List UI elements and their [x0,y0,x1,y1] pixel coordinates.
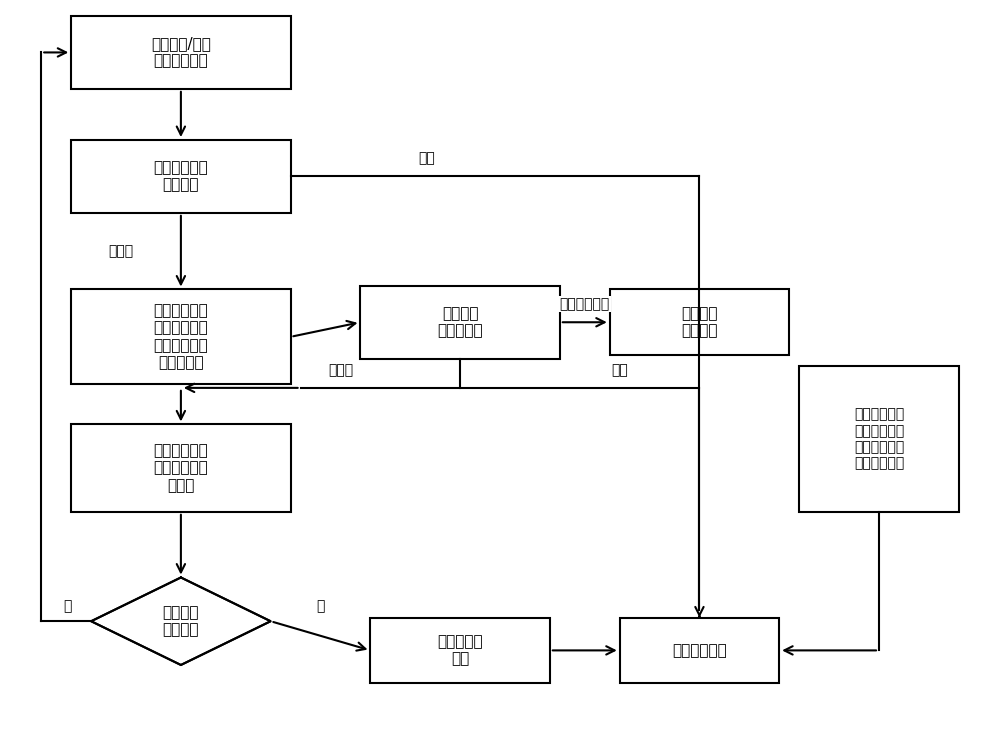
Text: 否: 否 [316,600,325,613]
Text: 用药医嘱审核
系统筛查: 用药医嘱审核 系统筛查 [154,160,208,193]
Text: 合理: 合理 [418,152,435,165]
Text: 是: 是 [63,600,71,613]
FancyBboxPatch shape [799,366,959,512]
FancyBboxPatch shape [71,425,291,512]
Text: 建议医生修改
或重新开具用
药医嘱: 建议医生修改 或重新开具用 药医嘱 [154,443,208,493]
Text: 医生是否
接受意见: 医生是否 接受意见 [163,605,199,638]
Text: 不合理: 不合理 [108,244,134,258]
Text: 医生开具/修改
电子用药医嘱: 医生开具/修改 电子用药医嘱 [151,37,211,69]
Text: 医师双签字
确认: 医师双签字 确认 [437,634,483,667]
Text: 存在用药错误: 存在用药错误 [560,297,610,311]
Text: 合理: 合理 [611,363,628,377]
Text: 药师对住院医
嘱进行点评，
审核不合理处
方与医生沟通: 药师对住院医 嘱进行点评， 审核不合理处 方与医生沟通 [854,408,904,470]
FancyBboxPatch shape [71,140,291,213]
Text: 拒绝调配
告知医师: 拒绝调配 告知医师 [681,306,718,338]
FancyBboxPatch shape [360,285,560,359]
Text: 进入收费环节: 进入收费环节 [672,643,727,658]
FancyBboxPatch shape [370,618,550,683]
FancyBboxPatch shape [620,618,779,683]
FancyBboxPatch shape [71,16,291,89]
Text: 规范性及
适宜性审核: 规范性及 适宜性审核 [437,306,483,338]
FancyBboxPatch shape [610,289,789,355]
FancyBboxPatch shape [71,289,291,384]
Text: 药师接收系统
筛查不合理用
药医嘱及未审
核用药医嘱: 药师接收系统 筛查不合理用 药医嘱及未审 核用药医嘱 [154,303,208,370]
Polygon shape [91,578,271,665]
Text: 不合理: 不合理 [328,363,353,377]
